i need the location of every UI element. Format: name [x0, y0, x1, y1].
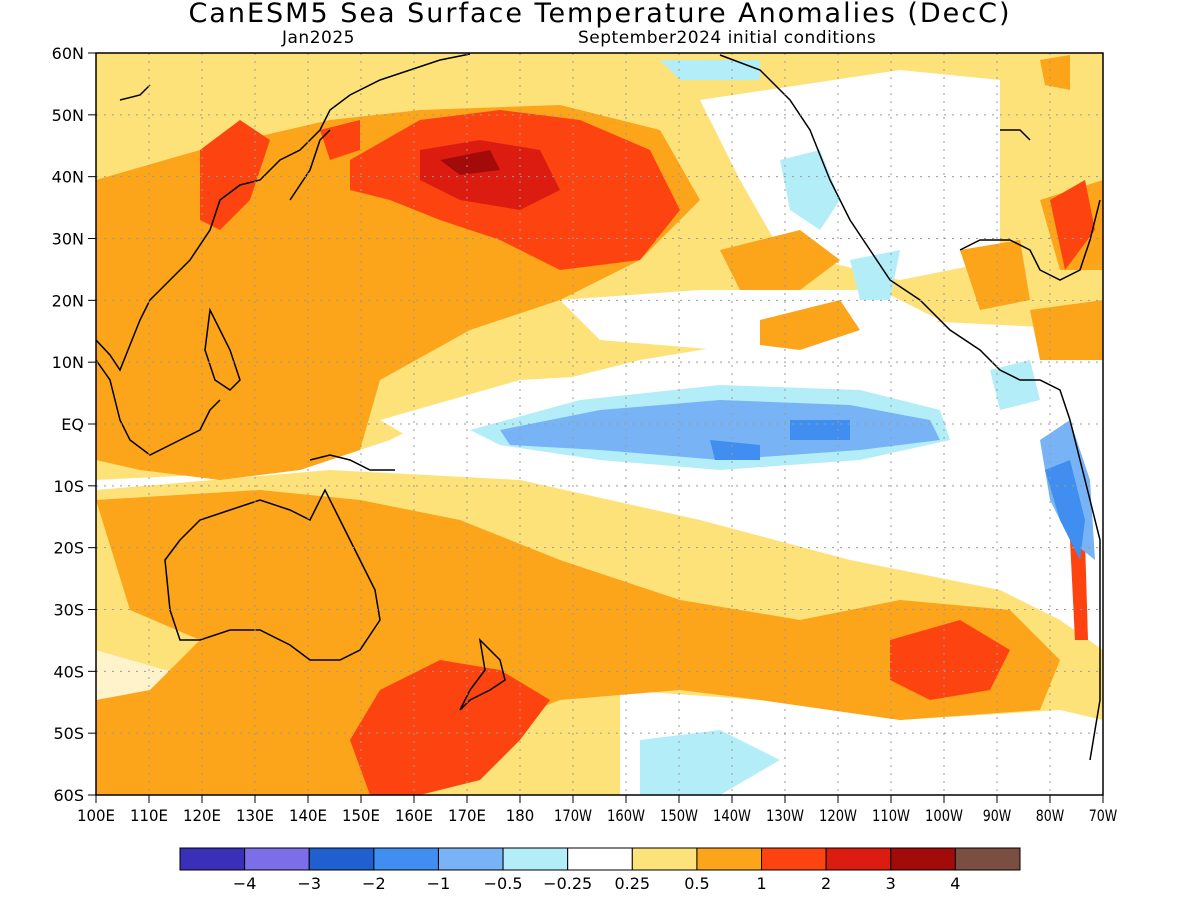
lon-tick-label: 90W [983, 806, 1012, 825]
colorbar-swatch [179, 847, 246, 871]
colorbar-swatch [696, 847, 763, 871]
colorbar-swatch [825, 847, 892, 871]
colorbar-swatch [502, 847, 569, 871]
colorbar-swatch [437, 847, 504, 871]
lat-tick-label: 20N [52, 291, 84, 310]
lat-tick-label: 60N [52, 44, 84, 63]
lon-tick-label: 160W [607, 806, 645, 825]
lon-tick-label: 110W [872, 806, 910, 825]
colorbar-swatch [890, 847, 956, 871]
colorbar-label: −0.5 [484, 874, 523, 893]
colorbar-label: 0.25 [614, 874, 650, 893]
colorbar: −4 −3 −2 −1 −0.5 −0.25 0.25 0.5 1 2 3 4 [179, 847, 1021, 893]
initial-conditions: September2024 initial conditions [578, 28, 877, 48]
lat-tick-label: 30N [52, 230, 84, 249]
lat-tick-label: 50S [53, 724, 84, 743]
colorbar-swatch [244, 847, 310, 871]
colorbar-swatch [308, 847, 375, 871]
colorbar-swatch [761, 847, 827, 871]
colorbar-label: −3 [297, 874, 321, 893]
lon-tick-label: 130W [766, 806, 804, 825]
lon-tick-label: 140E [289, 806, 327, 825]
colorbar-label: 2 [821, 874, 831, 893]
map-axes: 60N50N40N30N20N10NEQ10S20S30S40S50S60S10… [52, 44, 1118, 825]
forecast-month: Jan2025 [282, 28, 355, 48]
colorbar-swatch [373, 847, 439, 871]
colorbar-label: −4 [233, 874, 257, 893]
colorbar-label: −2 [362, 874, 386, 893]
lat-tick-label: 20S [53, 539, 84, 558]
lon-tick-label: 110E [130, 806, 168, 825]
lat-tick-label: 30S [53, 601, 84, 620]
lat-tick-label: 40N [52, 168, 84, 187]
lon-tick-label: 80W [1036, 806, 1065, 825]
lon-tick-label: 120W [819, 806, 857, 825]
lon-tick-label: 100E [77, 806, 115, 825]
lon-tick-label: 100W [925, 806, 963, 825]
anomaly-field [96, 53, 1103, 795]
colorbar-label: −0.25 [543, 874, 592, 893]
lon-tick-label: 120E [183, 806, 221, 825]
lon-tick-label: 150W [660, 806, 698, 825]
lat-tick-label: 40S [53, 662, 84, 681]
colorbar-label: 3 [886, 874, 896, 893]
colorbar-swatch [567, 847, 633, 871]
lat-tick-label: 10S [53, 477, 84, 496]
lon-tick-label: 160E [395, 806, 433, 825]
colorbar-label: 1 [756, 874, 766, 893]
lat-tick-label: EQ [61, 415, 84, 434]
colorbar-swatch [631, 847, 698, 871]
lon-tick-label: 180 [506, 806, 535, 825]
page-title: CanESM5 Sea Surface Temperature Anomalie… [188, 0, 1012, 29]
lat-tick-label: 50N [52, 106, 84, 125]
colorbar-label: −1 [427, 874, 451, 893]
colorbar-label: 0.5 [684, 874, 709, 893]
lat-tick-label: 60S [53, 786, 84, 805]
lon-tick-label: 130E [236, 806, 274, 825]
lon-tick-label: 150E [342, 806, 380, 825]
lon-tick-label: 170W [554, 806, 592, 825]
colorbar-swatch [954, 847, 1021, 871]
lon-tick-label: 170E [448, 806, 486, 825]
lon-tick-label: 140W [713, 806, 751, 825]
lat-tick-label: 10N [52, 353, 84, 372]
lon-tick-label: 70W [1089, 806, 1118, 825]
colorbar-label: 4 [950, 874, 960, 893]
